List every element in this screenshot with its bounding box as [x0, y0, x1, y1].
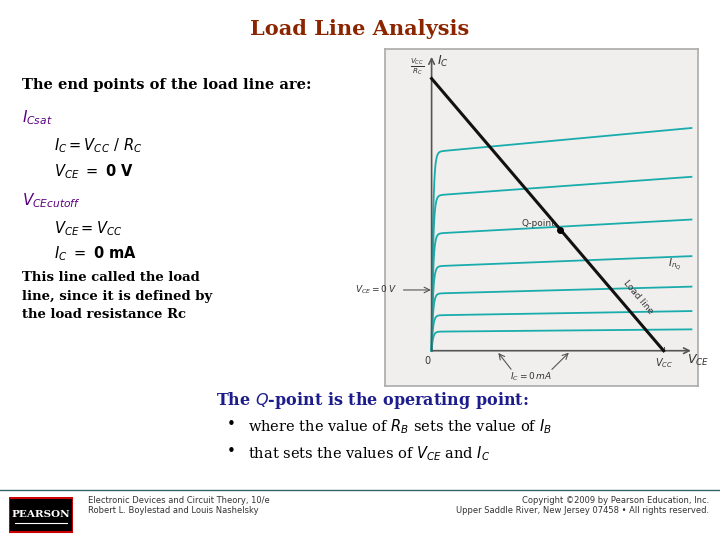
Text: $V_{CC}$: $V_{CC}$: [654, 356, 672, 370]
Text: Load line: Load line: [622, 278, 655, 315]
Text: $V_{CE} = 0\,V$: $V_{CE} = 0\,V$: [355, 284, 397, 296]
Text: •: •: [227, 417, 235, 432]
Text: •: •: [227, 444, 235, 459]
FancyBboxPatch shape: [9, 498, 73, 532]
Text: $\frac{V_{CC}}{R_C}$: $\frac{V_{CC}}{R_C}$: [410, 56, 425, 77]
Text: Q-point: Q-point: [522, 219, 556, 228]
Text: $V_{CE}$: $V_{CE}$: [687, 353, 709, 368]
Text: $I_C = V_{CC}\ /\ R_C$: $I_C = V_{CC}\ /\ R_C$: [54, 136, 143, 155]
Text: $V_{CE} = V_{CC}$: $V_{CE} = V_{CC}$: [54, 220, 122, 239]
Text: $I_C\ =\ \mathbf{0\ mA}$: $I_C\ =\ \mathbf{0\ mA}$: [54, 245, 137, 264]
Text: The end points of the load line are:: The end points of the load line are:: [22, 78, 311, 92]
Text: The $\mathit{Q}$-point is the operating point:: The $\mathit{Q}$-point is the operating …: [216, 390, 528, 411]
Text: PEARSON: PEARSON: [12, 510, 71, 519]
Text: Copyright ©2009 by Pearson Education, Inc.
Upper Saddle River, New Jersey 07458 : Copyright ©2009 by Pearson Education, In…: [456, 496, 709, 515]
Text: 0: 0: [425, 356, 431, 366]
Text: $\mathit{I}_{Csat}$: $\mathit{I}_{Csat}$: [22, 108, 52, 127]
Text: This line called the load
line, since it is defined by
the load resistance Rc: This line called the load line, since it…: [22, 271, 212, 321]
Text: where the value of $R_B$ sets the value of $I_B$: where the value of $R_B$ sets the value …: [248, 417, 552, 436]
Text: $\mathit{V}_{CEcutoff}$: $\mathit{V}_{CEcutoff}$: [22, 192, 81, 211]
Text: Electronic Devices and Circuit Theory, 10/e
Robert L. Boylestad and Louis Nashel: Electronic Devices and Circuit Theory, 1…: [88, 496, 269, 515]
Text: $V_{CE}\ =\ \mathbf{0\ V}$: $V_{CE}\ =\ \mathbf{0\ V}$: [54, 162, 134, 181]
Text: $I_C = 0\,mA$: $I_C = 0\,mA$: [510, 370, 552, 382]
Text: Load Line Analysis: Load Line Analysis: [251, 19, 469, 39]
Text: that sets the values of $V_{CE}$ and $I_C$: that sets the values of $V_{CE}$ and $I_…: [248, 444, 491, 463]
Text: $I_C$: $I_C$: [437, 54, 449, 69]
Text: $I_{n_Q}$: $I_{n_Q}$: [668, 256, 682, 272]
